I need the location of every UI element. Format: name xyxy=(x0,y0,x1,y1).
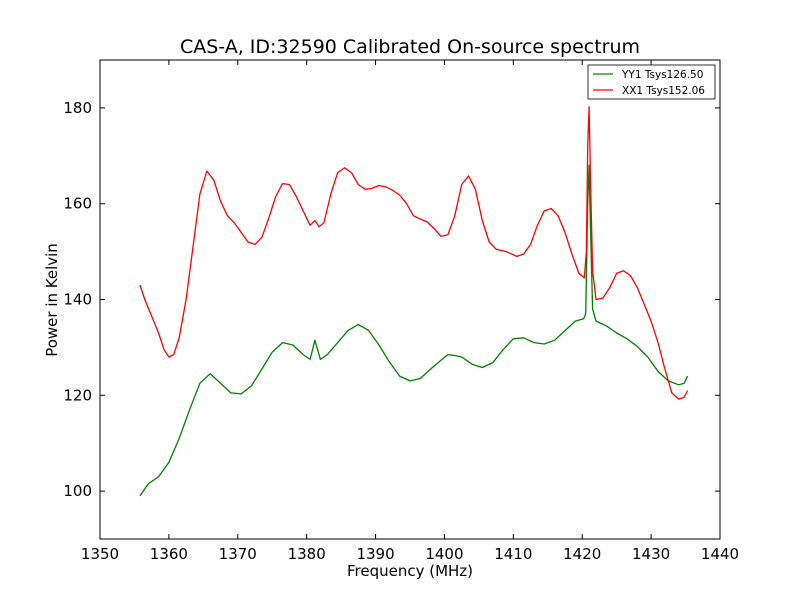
x-axis-label: Frequency (MHz) xyxy=(347,562,473,580)
x-tick-label-1420: 1420 xyxy=(563,545,601,563)
x-tick-label-1360: 1360 xyxy=(150,545,188,563)
x-tick-label-1380: 1380 xyxy=(288,545,326,563)
ticks-layer: 1350 1360 1370 1380 1390 1400 1410 1420 1430 1440… xyxy=(63,60,739,563)
legend-box xyxy=(587,64,716,100)
x-tick-label-1350: 1350 xyxy=(81,545,119,563)
legend: YY1 Tsys126.50 XX1 Tsys152.06 xyxy=(587,64,716,100)
series-layer xyxy=(139,106,689,497)
plot-area: 1350 1360 1370 1380 1390 1400 1410 1420 1430 1440… xyxy=(63,59,739,563)
series-line-yy1 xyxy=(139,164,689,497)
x-tick-label-1390: 1390 xyxy=(356,545,394,563)
legend-label-yy1: YY1 Tsys126.50 xyxy=(621,69,703,81)
y-tick-label-180: 180 xyxy=(63,99,92,117)
chart-title: CAS-A, ID:32590 Calibrated On-source spe… xyxy=(180,36,640,58)
x-tick-label-1440: 1440 xyxy=(701,545,739,563)
legend-label-xx1: XX1 Tsys152.06 xyxy=(622,85,705,97)
y-tick-label-120: 120 xyxy=(63,386,92,404)
y-axis-label: Power in Kelvin xyxy=(43,243,61,357)
y-tick-label-140: 140 xyxy=(63,291,92,309)
y-tick-label-100: 100 xyxy=(63,482,92,500)
x-tick-label-1430: 1430 xyxy=(632,545,670,563)
y-tick-label-160: 160 xyxy=(63,195,92,213)
x-tick-label-1370: 1370 xyxy=(219,545,257,563)
series-line-xx1 xyxy=(139,106,689,400)
x-tick-label-1410: 1410 xyxy=(494,545,532,563)
x-tick-label-1400: 1400 xyxy=(425,545,463,563)
